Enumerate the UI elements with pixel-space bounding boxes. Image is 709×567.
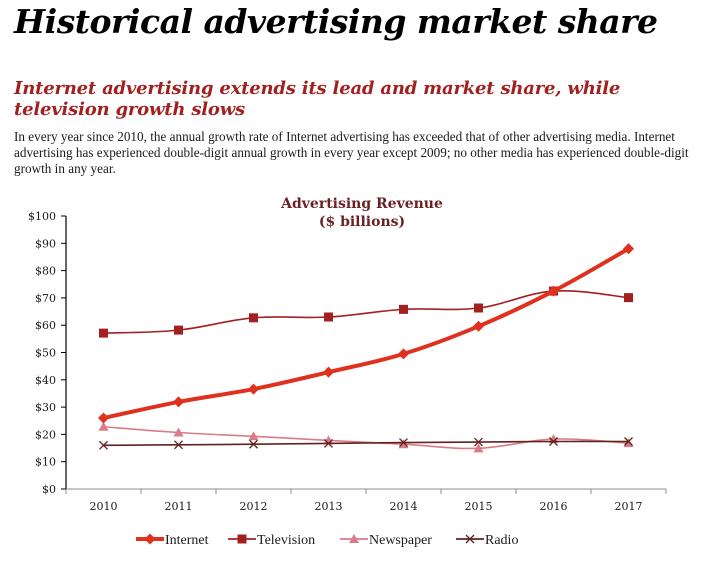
x-tick-label: 2014 — [390, 500, 418, 513]
page-subtitle: Internet advertising extends its lead an… — [14, 78, 621, 120]
line-chart: Advertising Revenue ($ billions) $0 $10 $2… — [28, 196, 667, 548]
y-tick-label: $100 — [28, 210, 56, 223]
y-tick-label: $10 — [35, 456, 56, 469]
x-tick-label: 2012 — [240, 500, 268, 513]
chart-title: Advertising Revenue — [280, 196, 443, 212]
y-tick-label: $80 — [35, 265, 56, 278]
internet-point — [398, 348, 409, 360]
radio-point — [249, 439, 258, 449]
radio-point — [624, 437, 633, 446]
legend-item-internet: Internet — [136, 533, 209, 548]
legend-item-radio: Radio — [456, 533, 518, 548]
internet-point — [248, 383, 259, 395]
y-tick-label: $0 — [42, 483, 56, 496]
internet-point — [473, 320, 484, 332]
series-radio — [99, 437, 633, 450]
x-tick-label: 2016 — [540, 500, 568, 513]
series-internet — [98, 243, 634, 424]
radio-line — [103, 440, 629, 447]
body-paragraph: In every year since 2010, the annual gro… — [14, 129, 689, 176]
y-tick-label: $30 — [35, 401, 56, 414]
internet-point — [548, 285, 559, 297]
internet-point — [173, 396, 184, 408]
radio-point — [549, 437, 558, 446]
legend-item-newspaper: Newspaper — [340, 533, 432, 548]
newspaper-point — [323, 435, 334, 445]
radio-point — [174, 440, 183, 450]
legend-internet-label: Internet — [165, 533, 209, 548]
newspaper-point — [473, 443, 484, 453]
radio-point — [324, 438, 333, 448]
chart-title-units: ($ billions) — [319, 214, 405, 230]
radio-point — [399, 438, 408, 448]
legend-newspaper-label: Newspaper — [369, 533, 432, 548]
y-tick-label: $40 — [35, 374, 56, 387]
x-tick-label: 2011 — [165, 500, 193, 513]
television-point — [249, 313, 258, 323]
television-point — [624, 293, 633, 303]
television-point — [474, 303, 483, 313]
series-newspaper — [98, 421, 634, 453]
legend-radio-label: Radio — [485, 533, 518, 548]
internet-point — [98, 412, 109, 424]
x-tick-label: 2010 — [90, 500, 118, 513]
y-tick-label: $60 — [35, 319, 56, 332]
page-title: Historical advertising market share — [14, 2, 658, 41]
x-tick-label: 2015 — [465, 500, 493, 513]
radio-point — [99, 440, 108, 450]
television-point — [99, 328, 108, 338]
legend-newspaper-marker — [349, 534, 359, 543]
newspaper-point — [173, 427, 184, 437]
legend-internet-marker — [144, 533, 156, 545]
y-tick-label: $70 — [35, 292, 56, 305]
television-point — [399, 304, 408, 314]
television-point — [324, 312, 333, 322]
television-line — [103, 289, 629, 334]
radio-point — [474, 437, 483, 447]
legend-television-marker — [237, 534, 247, 544]
television-point — [174, 325, 183, 335]
y-tick-label: $50 — [35, 347, 56, 360]
legend-item-television: Television — [228, 533, 315, 548]
newspaper-point — [98, 421, 109, 431]
x-tick-label: 2013 — [315, 500, 343, 513]
internet-point — [323, 366, 334, 378]
y-tick-label: $20 — [35, 428, 56, 441]
legend-television-label: Television — [257, 533, 315, 548]
y-tick-label: $90 — [35, 237, 56, 250]
x-tick-label: 2017 — [615, 500, 643, 513]
newspaper-point — [248, 431, 259, 441]
legend-radio-marker — [465, 534, 475, 544]
